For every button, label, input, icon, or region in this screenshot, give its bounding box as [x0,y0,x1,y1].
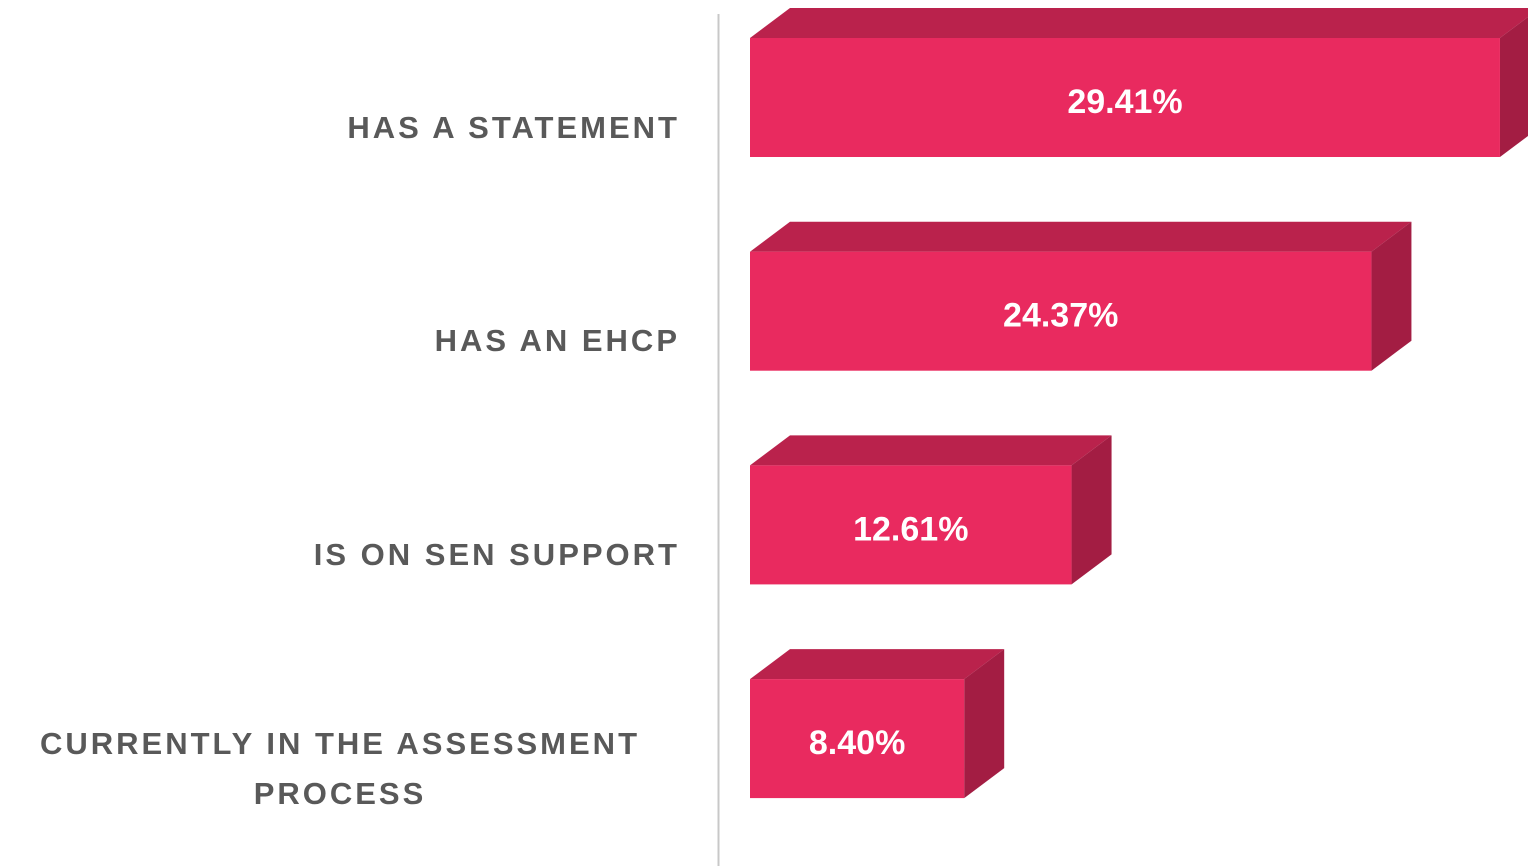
value-label: 8.40% [809,724,905,762]
bar-top [750,8,1528,38]
bar [750,465,1072,585]
value-label: 12.61% [853,510,968,548]
category-label: CURRENTLY IN THE ASSESSMENT PROCESS [39,725,641,811]
bar-top [750,649,1005,680]
category-label: IS ON SEN SUPPORT [313,536,680,572]
bar [750,38,1500,157]
bar-side [964,649,1005,799]
bar-top [750,435,1112,466]
bar [750,251,1372,371]
bar-side [1071,435,1112,585]
value-label: 24.37% [1003,297,1118,335]
bar-top [750,221,1412,252]
bar-side [1499,16,1528,157]
category-label: HAS A STATEMENT [347,109,680,145]
bar-side [1371,221,1412,371]
value-label: 29.41% [1067,83,1182,121]
category-label: HAS AN EHCP [434,323,680,359]
bar [750,679,965,799]
